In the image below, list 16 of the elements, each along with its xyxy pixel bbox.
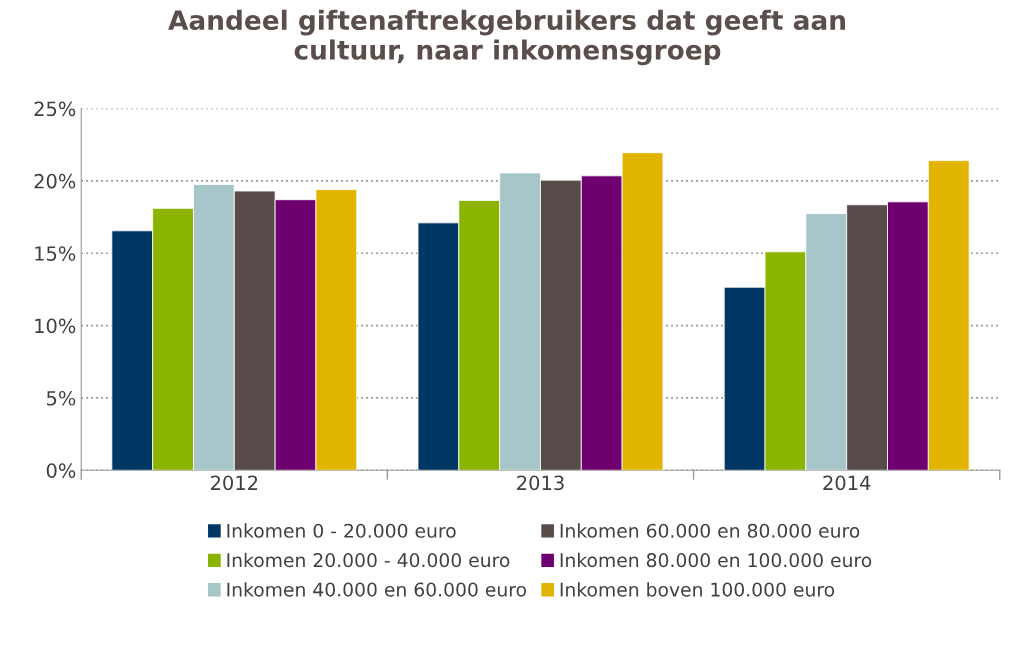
y-tick-label: 10% bbox=[35, 318, 76, 334]
y-tick-label: 20% bbox=[34, 173, 76, 189]
y-tick-label: 25% bbox=[34, 101, 76, 117]
y-tick-label: 5% bbox=[46, 390, 76, 406]
x-tick-label: 2012 bbox=[210, 475, 258, 491]
legend-label: Inkomen 60.000 en 80.000 euro bbox=[560, 523, 860, 538]
chart-title: Aandeel giftenaftrekgebruikers dat geeft aan cultuur, naar inkomensgroep bbox=[168, 9, 845, 66]
x-tick-label: 2013 bbox=[517, 475, 564, 491]
y-tick-label: 0% bbox=[46, 463, 76, 478]
legend-label: Inkomen 40.000 en 60.000 euro bbox=[227, 582, 526, 597]
legend-label: Inkomen 20.000 - 40.000 euro bbox=[227, 552, 510, 568]
y-tick-label: 15% bbox=[35, 246, 76, 261]
legend-label: Inkomen 80.000 en 100.000 euro bbox=[560, 552, 872, 568]
legend-label: Inkomen 0 - 20.000 euro bbox=[227, 523, 456, 538]
x-tick-label: 2014 bbox=[823, 475, 871, 491]
legend-label: Inkomen boven 100.000 euro bbox=[560, 582, 835, 597]
